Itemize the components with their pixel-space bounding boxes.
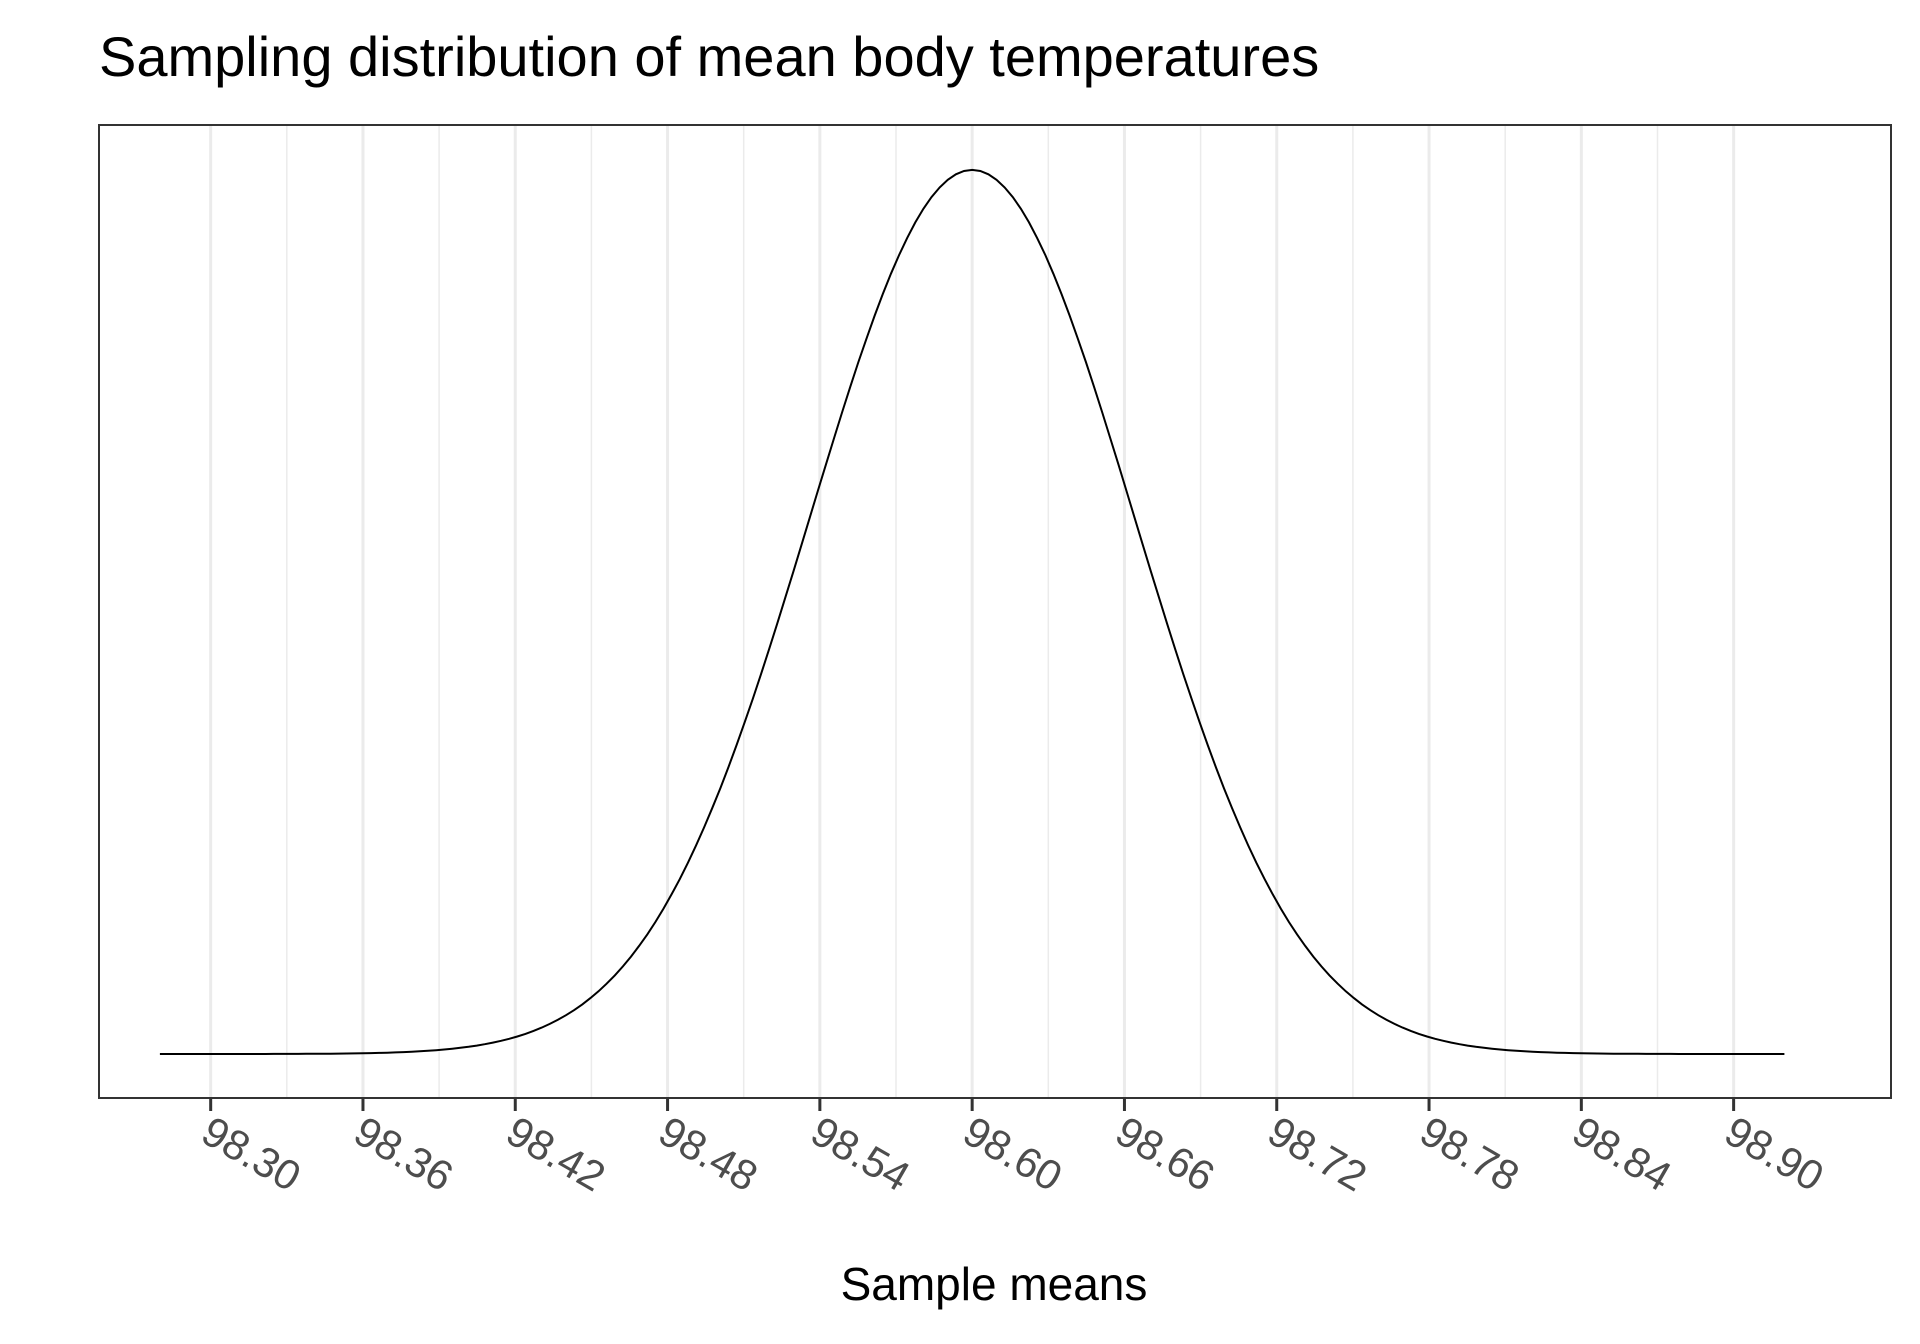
- chart-title: Sampling distribution of mean body tempe…: [99, 25, 1319, 88]
- x-axis-label: Sample means: [841, 1258, 1148, 1310]
- x-tick-label: 98.84: [1565, 1107, 1680, 1200]
- density-curve: [159, 168, 1785, 1055]
- x-axis: 98.30 98.36 98.42 98.48 98.54 98.60 98.66 98.72…: [194, 1098, 1832, 1200]
- x-tick-label: 98.66: [1108, 1107, 1223, 1200]
- x-tick-label: 98.90: [1717, 1107, 1832, 1200]
- x-tick-label: 98.54: [803, 1107, 918, 1200]
- x-tick-label: 98.60: [956, 1107, 1071, 1200]
- x-tick-label: 98.72: [1260, 1107, 1375, 1200]
- gridlines: [209, 125, 1736, 1098]
- x-tick-label: 98.36: [346, 1107, 461, 1200]
- x-tick-label: 98.30: [194, 1107, 309, 1200]
- x-tick-label: 98.42: [499, 1107, 614, 1200]
- x-tick-label: 98.48: [651, 1107, 766, 1200]
- panel-border: [98, 124, 1892, 1099]
- x-tick-label: 98.78: [1413, 1107, 1528, 1200]
